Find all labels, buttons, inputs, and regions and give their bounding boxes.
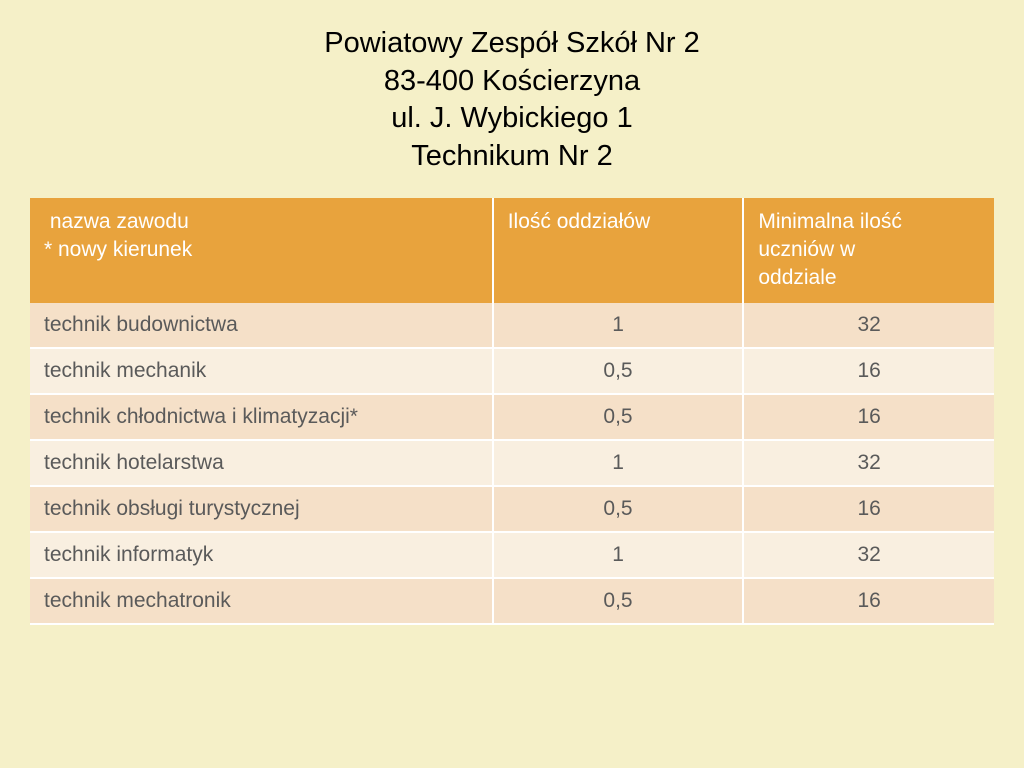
table-body: technik budownictwa 1 32 technik mechani… (30, 303, 994, 624)
header-min-uczniow: Minimalna ilość uczniów w oddziale (743, 198, 994, 303)
cell-name: technik informatyk (30, 532, 493, 578)
cell-oddz: 0,5 (493, 486, 744, 532)
table-row: technik budownictwa 1 32 (30, 303, 994, 348)
table-row: technik mechanik 0,5 16 (30, 348, 994, 394)
cell-name: technik mechatronik (30, 578, 493, 624)
page-title: Powiatowy Zespół Szkół Nr 2 83-400 Kości… (30, 25, 994, 176)
cell-name: technik hotelarstwa (30, 440, 493, 486)
table-row: technik obsługi turystycznej 0,5 16 (30, 486, 994, 532)
header-col1-line2: * nowy kierunek (44, 236, 478, 264)
title-line-4: Technikum Nr 2 (30, 138, 994, 176)
header-col2-line1: Ilość oddziałów (508, 208, 729, 236)
cell-min: 16 (743, 486, 994, 532)
cell-min: 32 (743, 440, 994, 486)
table-header-row: nazwa zawodu * nowy kierunek Ilość oddzi… (30, 198, 994, 303)
cell-min: 16 (743, 394, 994, 440)
header-ilosc-oddzialow: Ilość oddziałów (493, 198, 744, 303)
cell-oddz: 0,5 (493, 394, 744, 440)
table-row: technik hotelarstwa 1 32 (30, 440, 994, 486)
header-col3-line3: oddziale (758, 264, 980, 292)
title-line-2: 83-400 Kościerzyna (30, 63, 994, 101)
header-col1-line1: nazwa zawodu (44, 208, 478, 236)
cell-oddz: 1 (493, 303, 744, 348)
cell-name: technik mechanik (30, 348, 493, 394)
table-row: technik chłodnictwa i klimatyzacji* 0,5 … (30, 394, 994, 440)
cell-oddz: 0,5 (493, 348, 744, 394)
cell-oddz: 1 (493, 440, 744, 486)
cell-oddz: 0,5 (493, 578, 744, 624)
cell-name: technik chłodnictwa i klimatyzacji* (30, 394, 493, 440)
title-line-3: ul. J. Wybickiego 1 (30, 100, 994, 138)
header-nazwa-zawodu: nazwa zawodu * nowy kierunek (30, 198, 493, 303)
header-col3-line1: Minimalna ilość (758, 208, 980, 236)
cell-oddz: 1 (493, 532, 744, 578)
table-row: technik mechatronik 0,5 16 (30, 578, 994, 624)
cell-name: technik obsługi turystycznej (30, 486, 493, 532)
cell-min: 16 (743, 578, 994, 624)
cell-min: 32 (743, 303, 994, 348)
table-row: technik informatyk 1 32 (30, 532, 994, 578)
courses-table: nazwa zawodu * nowy kierunek Ilość oddzi… (30, 198, 994, 625)
cell-min: 32 (743, 532, 994, 578)
cell-name: technik budownictwa (30, 303, 493, 348)
cell-min: 16 (743, 348, 994, 394)
title-line-1: Powiatowy Zespół Szkół Nr 2 (30, 25, 994, 63)
header-col3-line2: uczniów w (758, 236, 980, 264)
